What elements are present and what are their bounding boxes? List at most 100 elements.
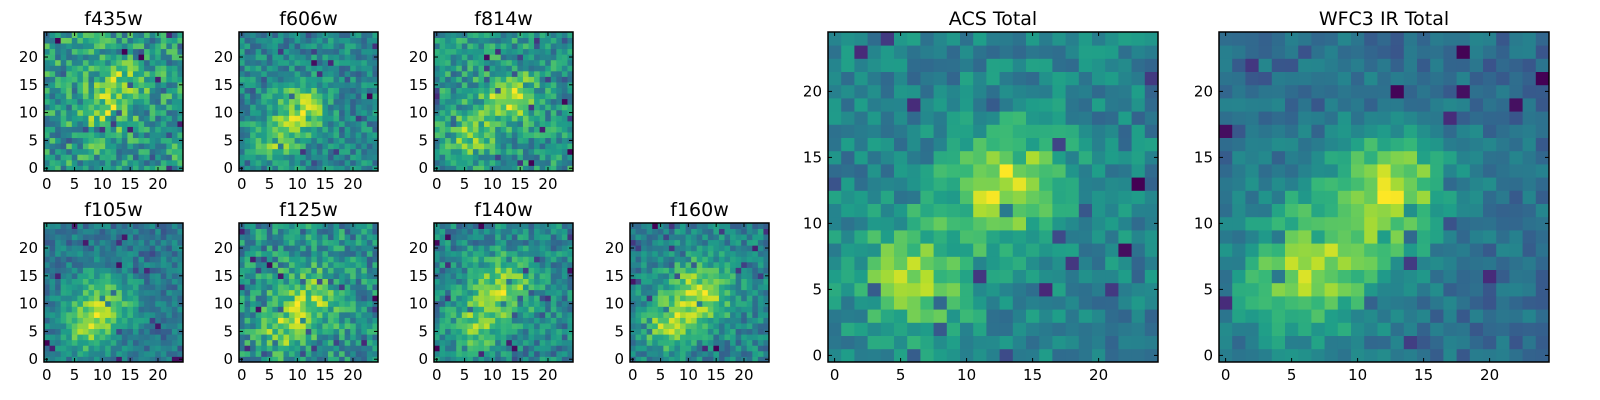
heatmap-cell (300, 261, 307, 268)
heatmap-cell (724, 317, 731, 324)
heatmap-cell (489, 334, 496, 341)
heatmap-cell (556, 76, 563, 83)
heatmap-cell (489, 250, 496, 257)
heatmap-cell (511, 159, 518, 166)
heatmap-cell (305, 154, 312, 161)
heatmap-cell (350, 109, 357, 116)
heatmap-cell (82, 70, 89, 77)
heatmap-cell (545, 76, 552, 83)
heatmap-cell (71, 323, 78, 330)
heatmap-cell (55, 289, 62, 296)
heatmap-cell (495, 48, 502, 55)
heatmap-cell (657, 228, 664, 235)
heatmap-cell (311, 98, 318, 105)
heatmap-cell (127, 154, 134, 161)
heatmap-cell (171, 223, 178, 229)
heatmap-cell (344, 250, 351, 257)
heatmap-cell (166, 239, 173, 246)
heatmap-cell (55, 87, 62, 94)
heatmap-cell (305, 59, 312, 66)
heatmap-cell (702, 356, 709, 363)
heatmap-cell (88, 32, 95, 38)
heatmap-cell (94, 65, 100, 72)
heatmap-cell (144, 345, 151, 352)
heatmap-cell (82, 328, 89, 335)
heatmap-cell (561, 76, 568, 83)
heatmap-cell (261, 223, 268, 229)
heatmap-cell (166, 43, 173, 50)
heatmap-cell (121, 143, 128, 150)
heatmap-cell (730, 356, 737, 363)
heatmap-cell (333, 306, 340, 313)
heatmap-cell (646, 261, 653, 268)
heatmap-cell (244, 93, 251, 100)
heatmap-cell (66, 356, 73, 363)
heatmap-cell (445, 356, 452, 363)
heatmap-cell (116, 132, 123, 139)
heatmap-cell (60, 267, 67, 274)
heatmap-cell (283, 132, 290, 139)
heatmap-cell (561, 323, 568, 330)
heatmap-cell (500, 306, 507, 313)
heatmap-cell (561, 334, 568, 341)
heatmap-cell (506, 228, 513, 235)
heatmap-cell (880, 269, 895, 284)
heatmap-cell (144, 328, 151, 335)
heatmap-cell (244, 148, 251, 155)
heatmap-cell (1078, 243, 1093, 257)
heatmap-cell (713, 350, 720, 357)
heatmap-cell (685, 306, 692, 313)
heatmap-cell (361, 284, 368, 291)
heatmap-cell (741, 345, 748, 352)
heatmap-cell (132, 32, 139, 38)
heatmap-cell (434, 284, 440, 291)
heatmap-cell (44, 154, 50, 161)
heatmap-cell (333, 284, 340, 291)
heatmap-cell (272, 43, 279, 50)
heatmap-cell (986, 269, 1000, 284)
heatmap-cell (680, 350, 686, 357)
heatmap-cell (350, 132, 357, 139)
heatmap-cell (277, 148, 284, 155)
heatmap-cell (138, 165, 145, 172)
heatmap-cell (920, 164, 934, 178)
heatmap-cell (44, 159, 50, 166)
heatmap-cell (366, 120, 373, 127)
heatmap-cell (746, 300, 753, 307)
heatmap-cell (478, 159, 485, 166)
heatmap-cell (316, 334, 323, 341)
heatmap-cell (1065, 309, 1080, 323)
heatmap-cell (361, 132, 368, 139)
heatmap-cell (355, 245, 362, 252)
heatmap-cell (500, 37, 507, 44)
heatmap-cell (272, 32, 279, 38)
heatmap-cell (239, 250, 245, 257)
heatmap-cell (71, 104, 78, 111)
heatmap-cell (66, 132, 73, 139)
heatmap-cell (630, 323, 636, 330)
heatmap-cell (300, 65, 307, 72)
heatmap-cell (561, 132, 568, 139)
heatmap-cell (500, 228, 507, 235)
heatmap-cell (144, 109, 151, 116)
heatmap-cell (556, 323, 563, 330)
heatmap-cell (478, 70, 485, 77)
heatmap-cell (522, 137, 529, 144)
heatmap-cell (94, 43, 100, 50)
heatmap-cell (266, 345, 273, 352)
heatmap-cell (685, 323, 692, 330)
heatmap-cell (1026, 335, 1040, 350)
heatmap-cell (49, 228, 56, 235)
heatmap-cell (138, 261, 145, 268)
heatmap-cell (534, 356, 541, 363)
heatmap-cell (867, 309, 882, 323)
heatmap-cell (160, 256, 167, 263)
heatmap-cell (149, 261, 156, 268)
heatmap-cells (828, 32, 1159, 363)
heatmap-cell (495, 278, 502, 285)
heatmap-cell (116, 82, 123, 88)
heatmap-cell (344, 32, 351, 38)
heatmap-cell (707, 300, 714, 307)
heatmap-cell (517, 143, 524, 150)
heatmap-cell (472, 126, 479, 133)
